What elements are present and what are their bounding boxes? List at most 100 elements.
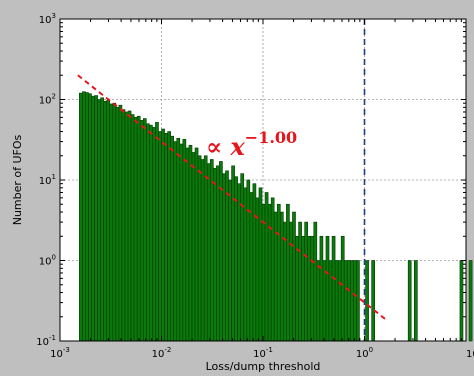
histogram-bar [176, 137, 181, 342]
histogram-bar [270, 197, 275, 342]
histogram-bar [142, 118, 147, 342]
histogram-bar [88, 93, 92, 342]
histogram-bar [133, 117, 138, 342]
histogram-bar [279, 211, 284, 342]
histogram-bar [100, 97, 104, 342]
histogram-bar [346, 260, 351, 342]
histogram-bar [325, 235, 330, 342]
histogram-bar [167, 131, 171, 342]
y-axis-label: Number of UFOs [11, 134, 24, 225]
histogram-bar [353, 260, 357, 342]
histogram-bar [94, 95, 98, 342]
histogram-bar [331, 235, 336, 342]
histogram-bar [276, 203, 281, 342]
histogram-bar [161, 128, 165, 342]
histogram-bar [249, 192, 254, 342]
histogram-bar [334, 260, 339, 342]
histogram-bar [182, 139, 187, 342]
histogram-bar [121, 109, 126, 342]
histogram-bar [356, 260, 360, 342]
histogram-bar [340, 235, 345, 342]
y-tick-label: 101 [39, 173, 56, 187]
histogram-bar [365, 260, 369, 342]
histogram-bar [258, 187, 263, 342]
y-tick-label: 103 [39, 12, 56, 26]
histogram-bar [106, 99, 111, 342]
histogram-bar [97, 99, 101, 342]
histogram-bar [243, 187, 248, 342]
histogram-bar [188, 144, 193, 342]
histogram-bar [109, 103, 114, 342]
histogram-bar [310, 235, 315, 342]
histogram-bar [170, 135, 175, 342]
histogram-bar [112, 102, 117, 342]
histogram-bar [91, 95, 95, 342]
histogram-bar [185, 147, 190, 342]
histogram-bar [298, 221, 302, 342]
histogram-bar [237, 183, 242, 342]
histogram-bar [459, 260, 464, 342]
x-tick-label: 10-1 [253, 346, 273, 360]
x-tick-label: 10-3 [50, 346, 70, 360]
histogram-bar [286, 203, 290, 342]
histogram-bar [203, 155, 208, 342]
histogram-bar [118, 104, 123, 342]
histogram-bar [85, 92, 89, 342]
histogram-bar [155, 122, 159, 342]
histogram-bar [206, 163, 211, 342]
fit-line [77, 74, 386, 320]
histogram-bar [115, 107, 120, 342]
histogram-bar [191, 152, 196, 342]
histogram-bar [413, 260, 418, 342]
x-tick-label: 101 [466, 346, 474, 360]
histogram-bar [350, 260, 354, 342]
histogram-bar [146, 123, 150, 342]
histogram-bar [313, 221, 318, 342]
histogram-bar [301, 235, 305, 342]
histogram-bar [246, 179, 251, 342]
histogram-bar [307, 235, 312, 342]
histogram-bar [407, 260, 412, 342]
x-tick-label: 10-2 [152, 346, 172, 360]
histogram-bar [152, 127, 156, 342]
histogram-bar [130, 114, 135, 342]
histogram-bar [173, 141, 178, 342]
histogram-bar [319, 235, 324, 342]
histogram-bar [328, 260, 333, 342]
histogram-bar [212, 167, 217, 342]
histogram-bar [231, 165, 235, 342]
x-tick-label: 100 [356, 346, 373, 360]
histogram-bar [228, 179, 232, 342]
histogram-bar [139, 120, 144, 342]
histogram-bar [240, 173, 245, 342]
histogram-bar [164, 133, 168, 342]
histogram-bar [264, 192, 269, 342]
histogram-bar [197, 155, 202, 342]
histogram-bar [261, 203, 266, 342]
histogram-bar [252, 183, 257, 342]
histogram-bar [316, 260, 321, 342]
y-tick-label: 100 [39, 254, 56, 268]
histogram-bar [337, 260, 342, 342]
histogram-bar [103, 100, 108, 342]
histogram-bar [194, 147, 199, 342]
histogram-bar [292, 211, 296, 342]
histogram-bar [200, 159, 205, 342]
histogram-bar [468, 260, 473, 342]
histogram-bar [222, 173, 226, 342]
histogram-bar [289, 221, 293, 342]
histogram-bar [295, 235, 299, 342]
histogram-bar [82, 91, 86, 342]
histogram-bar [149, 124, 153, 342]
histogram-bar [225, 170, 229, 342]
histogram-bar [136, 115, 141, 342]
histogram-bar [124, 111, 129, 342]
histogram-bar [79, 92, 83, 342]
histogram-bar [158, 131, 162, 342]
y-tick-label: 102 [39, 93, 56, 107]
histogram-bar [371, 260, 375, 342]
fit-annotation: ∝ x−1.00 [206, 128, 297, 161]
histogram-bar [255, 197, 260, 342]
histogram-bar [304, 221, 308, 342]
